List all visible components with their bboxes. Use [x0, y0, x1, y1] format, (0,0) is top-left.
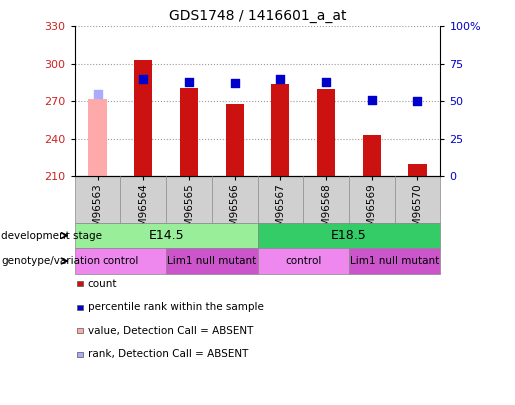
Text: E18.5: E18.5: [331, 229, 367, 242]
Text: control: control: [102, 256, 139, 266]
Bar: [89, 99, 107, 176]
Text: value, Detection Call = ABSENT: value, Detection Call = ABSENT: [88, 326, 253, 336]
Text: E14.5: E14.5: [148, 229, 184, 242]
Point: [368, 96, 376, 103]
Point: [322, 79, 330, 85]
Title: GDS1748 / 1416601_a_at: GDS1748 / 1416601_a_at: [169, 9, 346, 23]
Bar: [317, 89, 335, 176]
Text: development stage: development stage: [1, 230, 102, 241]
Bar: [271, 84, 289, 176]
Point: [414, 98, 422, 104]
Text: Lim1 null mutant: Lim1 null mutant: [167, 256, 256, 266]
Bar: [134, 60, 152, 176]
Bar: [226, 104, 244, 176]
Point: [276, 75, 284, 82]
Bar: [408, 164, 426, 176]
Bar: [363, 135, 381, 176]
Point: [139, 75, 147, 82]
Text: percentile rank within the sample: percentile rank within the sample: [88, 303, 264, 312]
Point: [231, 80, 239, 87]
Point: [185, 79, 193, 85]
Text: rank, Detection Call = ABSENT: rank, Detection Call = ABSENT: [88, 350, 248, 359]
Text: count: count: [88, 279, 117, 289]
Text: Lim1 null mutant: Lim1 null mutant: [350, 256, 439, 266]
Text: control: control: [285, 256, 321, 266]
Text: genotype/variation: genotype/variation: [1, 256, 100, 266]
Point: [93, 91, 101, 97]
Bar: [180, 87, 198, 176]
